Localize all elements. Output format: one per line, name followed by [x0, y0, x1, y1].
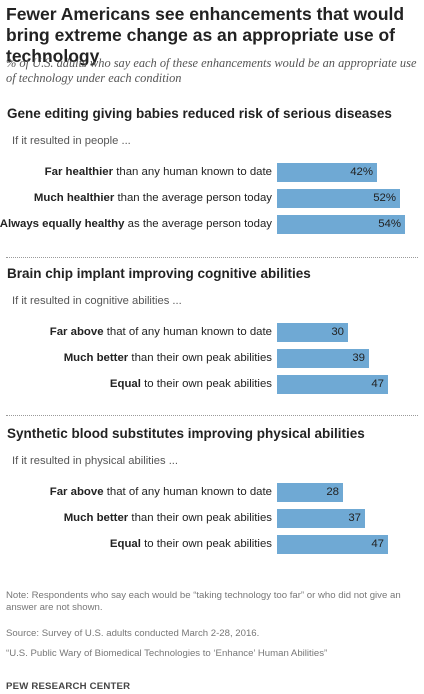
panel-separator	[6, 257, 418, 258]
category-label: Much healthier than the average person t…	[34, 192, 272, 204]
category-label-rest: than any human known to date	[113, 166, 272, 178]
category-label-rest: than their own peak abilities	[128, 512, 272, 524]
category-label: Far healthier than any human known to da…	[45, 166, 272, 178]
category-label: Equal to their own peak abilities	[110, 538, 272, 550]
category-label: Far above that of any human known to dat…	[50, 486, 272, 498]
panel-condition: If it resulted in people ...	[12, 135, 131, 147]
note-text: Note: Respondents who say each would be …	[6, 590, 401, 613]
report-title: “U.S. Public Wary of Biomedical Technolo…	[6, 648, 328, 659]
category-label-emphasis: Equal	[109, 378, 141, 390]
bar	[277, 483, 343, 502]
value-label: 42%	[350, 166, 373, 178]
category-label-rest: than their own peak abilities	[128, 352, 272, 364]
category-label-rest: that of any human known to date	[103, 486, 272, 498]
panel-condition: If it resulted in physical abilities ...	[12, 455, 179, 467]
panel-title: Gene editing giving babies reduced risk …	[7, 106, 392, 121]
value-label: 39	[352, 352, 365, 364]
panel-title: Synthetic blood substitutes improving ph…	[7, 426, 365, 441]
value-label: 37	[348, 512, 361, 524]
panel-condition: If it resulted in cognitive abilities ..…	[12, 295, 182, 307]
source-text: Source: Survey of U.S. adults conducted …	[6, 628, 260, 639]
chart-title: Fewer Americans see enhancements that wo…	[6, 4, 405, 66]
category-label: Equal to their own peak abilities	[110, 378, 272, 390]
category-label-rest: to their own peak abilities	[140, 538, 272, 550]
category-label-emphasis: Equal	[109, 538, 141, 550]
value-label: 52%	[373, 192, 396, 204]
bar	[277, 323, 348, 342]
category-label-emphasis: Much healthier	[33, 192, 115, 204]
chart-subtitle: % of U.S. adults who say each of these e…	[6, 56, 417, 85]
category-label-emphasis: Far above	[49, 326, 104, 338]
brand-logo-text: PEW RESEARCH CENTER	[6, 681, 131, 692]
panel-separator	[6, 415, 418, 416]
category-label-rest: than the average person today	[114, 192, 272, 204]
category-label-emphasis: Far above	[49, 486, 104, 498]
bar	[277, 163, 377, 182]
panel-title: Brain chip implant improving cognitive a…	[7, 266, 311, 281]
bar	[277, 535, 388, 554]
bar	[277, 189, 400, 208]
category-label-rest: that of any human known to date	[103, 326, 272, 338]
value-label: 47	[371, 378, 384, 390]
category-label-rest: as the average person today	[124, 218, 272, 230]
category-label: Always equally healthy as the average pe…	[0, 218, 272, 230]
value-label: 28	[326, 486, 339, 498]
category-label-emphasis: Much better	[63, 512, 129, 524]
category-label-emphasis: Always equally healthy	[0, 218, 125, 230]
value-label: 54%	[378, 218, 401, 230]
category-label: Much better than their own peak abilitie…	[64, 512, 272, 524]
value-label: 47	[371, 538, 384, 550]
category-label: Far above that of any human known to dat…	[50, 326, 272, 338]
bar	[277, 215, 405, 234]
value-label: 30	[331, 326, 344, 338]
bar	[277, 375, 388, 394]
category-label-rest: to their own peak abilities	[140, 378, 272, 390]
bar	[277, 349, 369, 368]
bar	[277, 509, 365, 528]
category-label-emphasis: Far healthier	[44, 166, 114, 178]
category-label-emphasis: Much better	[63, 352, 129, 364]
category-label: Much better than their own peak abilitie…	[64, 352, 272, 364]
